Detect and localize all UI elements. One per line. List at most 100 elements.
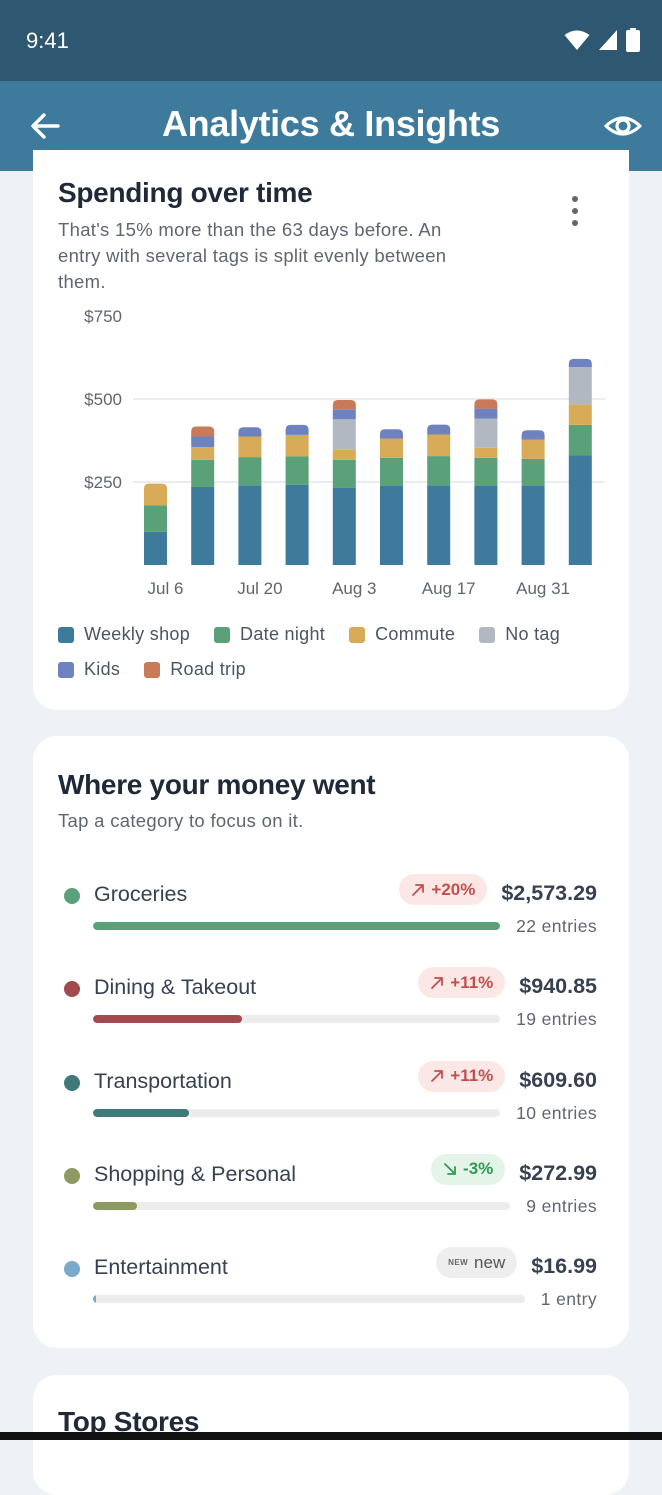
category-row[interactable]: Dining & Takeout $940.85 +11% 19 entries xyxy=(33,967,629,1059)
spending-bar-chart[interactable]: $250 $500 $750 Jul 6 Jul 20 Aug 3 Aug 17 Aug 31 xyxy=(33,300,629,610)
bar-segment xyxy=(332,399,356,410)
bar-segment xyxy=(285,434,309,457)
legend-item[interactable]: Road trip xyxy=(144,659,246,680)
signal-icon xyxy=(599,30,617,50)
back-arrow-icon[interactable] xyxy=(28,109,62,143)
bar-segment xyxy=(474,418,498,448)
legend-swatch xyxy=(58,626,74,643)
category-entries: 19 entries xyxy=(516,1009,597,1030)
y-tick-label: $500 xyxy=(84,390,122,409)
category-name: Groceries xyxy=(94,882,188,906)
x-tick-label: Jul 20 xyxy=(237,579,282,598)
category-progress-fill xyxy=(93,1295,97,1304)
category-progress-fill xyxy=(93,1201,138,1210)
category-name: Shopping & Personal xyxy=(94,1161,297,1186)
bar-segment xyxy=(568,424,592,456)
chart-legend: Weekly shop Date night Commute No tag Kids Ro… xyxy=(58,624,618,680)
bar-segment xyxy=(191,436,215,448)
legend-label: No tag xyxy=(505,624,561,644)
bar-segment xyxy=(427,434,451,457)
legend-item[interactable]: Commute xyxy=(349,624,455,645)
legend-swatch xyxy=(214,626,231,643)
category-progress-track xyxy=(93,1015,501,1024)
bar-segment xyxy=(521,439,545,459)
spending-card-subtitle: That's 15% more than the 63 days before.… xyxy=(58,217,446,295)
more-vertical-icon[interactable] xyxy=(569,194,581,228)
category-progress-track xyxy=(93,1295,525,1304)
gesture-bar xyxy=(0,1432,662,1440)
x-tick-label: Jul 6 xyxy=(148,579,184,598)
bar-segment xyxy=(427,485,451,565)
x-tick-label: Aug 3 xyxy=(332,579,376,598)
category-name: Dining & Takeout xyxy=(94,975,257,1000)
trend-badge: +11% xyxy=(418,967,506,999)
category-dot xyxy=(64,1074,80,1091)
category-amount: $16.99 xyxy=(531,1254,597,1279)
bar-segment xyxy=(568,367,592,405)
spending-over-time-card[interactable]: Spending over time That's 15% more than … xyxy=(33,150,629,710)
bar-segment xyxy=(474,457,498,486)
legend-item[interactable]: Weekly shop xyxy=(58,624,190,645)
bar-segment xyxy=(332,459,356,488)
bar-segment xyxy=(191,426,215,437)
bar-segment xyxy=(568,404,592,425)
category-name: Transportation xyxy=(94,1068,232,1093)
category-row[interactable]: Transportation $609.60 +11% 10 entries xyxy=(33,1060,629,1153)
bar-segment xyxy=(332,419,356,450)
status-time: 9:41 xyxy=(26,28,69,53)
category-row[interactable]: Shopping & Personal $272.99 -3% 9 entries xyxy=(33,1153,629,1246)
category-row[interactable]: Entertainment $16.99 NEW new 1 entry xyxy=(33,1247,629,1339)
category-progress-fill xyxy=(93,1015,242,1024)
bar-segment xyxy=(521,485,545,565)
spending-card-title: Spending over time xyxy=(58,177,313,208)
eye-icon[interactable] xyxy=(604,107,642,145)
category-amount: $609.60 xyxy=(519,1067,597,1092)
category-amount: $272.99 xyxy=(519,1160,597,1185)
category-entries: 10 entries xyxy=(516,1102,597,1123)
bar-segment xyxy=(380,438,403,458)
x-tick-label: Aug 31 xyxy=(516,579,570,598)
trend-badge: NEW new xyxy=(436,1247,518,1279)
category-row[interactable]: Groceries $2,573.29 +20% 22 entries xyxy=(33,874,629,966)
categories-card-title: Where your money went xyxy=(58,769,376,800)
categories-card-subtitle: Tap a category to focus on it. xyxy=(58,810,304,831)
legend-item[interactable]: Date night xyxy=(214,624,325,645)
category-progress-fill xyxy=(93,922,501,930)
y-tick-label: $750 xyxy=(84,307,122,326)
bar-segment xyxy=(427,424,451,435)
bar-segment xyxy=(474,485,498,565)
legend-swatch xyxy=(349,626,366,643)
wifi-icon xyxy=(564,30,590,50)
status-icons xyxy=(564,28,640,52)
category-dot xyxy=(64,888,80,904)
legend-swatch xyxy=(58,661,74,678)
category-entries: 1 entry xyxy=(540,1289,597,1310)
bar-segment xyxy=(238,457,262,486)
bar-segment xyxy=(474,399,498,409)
trend-up-icon xyxy=(431,1070,444,1082)
legend-label: Commute xyxy=(375,624,456,644)
trend-badge: +20% xyxy=(399,874,488,905)
legend-label: Date night xyxy=(240,624,326,644)
bar-segment xyxy=(380,485,403,565)
category-progress-track xyxy=(93,1201,511,1210)
new-tag: NEW xyxy=(448,1258,469,1268)
legend-item[interactable]: No tag xyxy=(479,624,560,645)
status-bar: 9:41 xyxy=(0,0,662,81)
bar-segment xyxy=(285,484,309,565)
bar-segment xyxy=(285,424,309,435)
category-entries: 22 entries xyxy=(516,916,597,936)
battery-icon xyxy=(626,28,640,52)
subtitle-line: That's 15% more than the 63 days before.… xyxy=(58,219,442,240)
bar-segment xyxy=(285,456,309,485)
bar-segment xyxy=(238,485,262,565)
legend-item[interactable]: Kids xyxy=(58,659,120,680)
page-title: Analytics & Insights xyxy=(161,103,501,144)
x-tick-label: Aug 17 xyxy=(422,579,476,598)
trend-value: +11% xyxy=(450,1066,494,1086)
trend-value: new xyxy=(474,1252,506,1272)
bar-segment xyxy=(474,447,498,458)
trend-value: +11% xyxy=(450,972,494,992)
trend-value: +20% xyxy=(431,879,476,899)
category-amount: $940.85 xyxy=(519,974,597,999)
